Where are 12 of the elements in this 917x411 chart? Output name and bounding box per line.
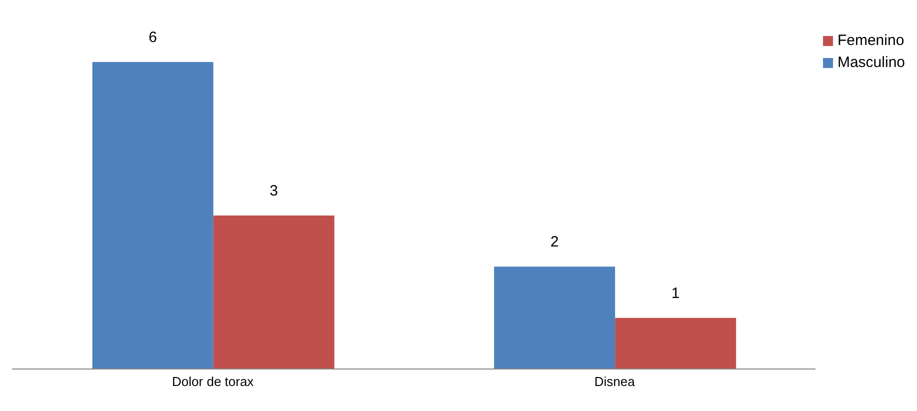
legend-label: Masculino <box>837 54 905 71</box>
data-label: 3 <box>270 182 278 200</box>
bar <box>213 216 334 369</box>
data-label: 6 <box>148 29 158 46</box>
data-label: 2 <box>550 234 559 251</box>
data-label: 1 <box>671 284 680 302</box>
x-tick-label: Dolor de torax <box>172 374 254 390</box>
bar <box>92 62 214 369</box>
legend-label: Femenino <box>837 32 904 49</box>
x-tick-label: Disnea <box>594 374 636 390</box>
bar <box>494 266 616 369</box>
bar <box>615 318 736 369</box>
